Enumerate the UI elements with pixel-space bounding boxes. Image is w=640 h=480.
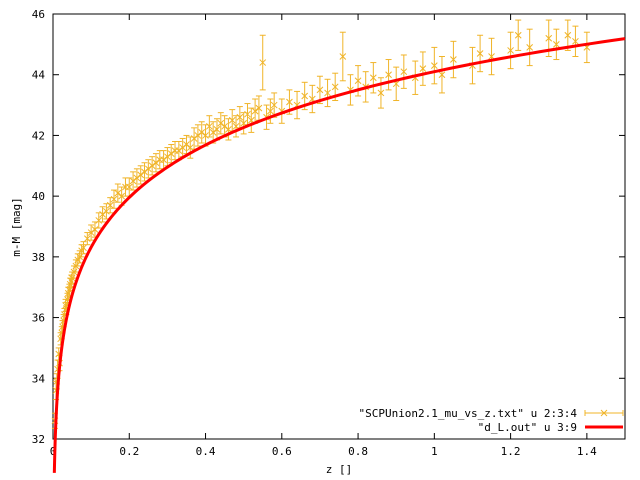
data-point	[308, 84, 316, 114]
data-point	[80, 241, 87, 255]
legend-label-data: "SCPUnion2.1_mu_vs_z.txt" u 2:3:4	[358, 407, 577, 420]
x-tick-label: 0.4	[196, 445, 216, 458]
x-tick-label: 1.4	[577, 445, 597, 458]
y-tick-label: 46	[32, 8, 45, 21]
data-point	[83, 232, 91, 246]
data-point	[488, 37, 495, 76]
data-point	[572, 25, 579, 57]
x-tick-label: 0.2	[119, 445, 139, 458]
y-tick-label: 40	[32, 190, 45, 203]
data-point	[198, 121, 206, 144]
x-axis-label: z []	[326, 463, 353, 476]
y-tick-label: 34	[32, 372, 46, 385]
data-point	[430, 46, 438, 85]
data-point	[209, 121, 217, 144]
y-axis-label: m-M [mag]	[10, 197, 23, 257]
legend-sample-data	[584, 409, 624, 417]
data-point	[152, 153, 160, 173]
model-curve	[52, 37, 626, 473]
data-point	[553, 28, 560, 61]
data-point	[507, 31, 514, 70]
data-point	[95, 212, 103, 229]
x-tick-label: 1	[431, 445, 438, 458]
legend: "SCPUnion2.1_mu_vs_z.txt" u 2:3:4 "d_L.o…	[358, 407, 624, 434]
data-point	[583, 31, 591, 64]
data-point	[205, 115, 213, 138]
data-point	[476, 34, 484, 73]
data-point	[236, 106, 244, 129]
plot-area-frame	[52, 13, 626, 440]
y-tick-label: 42	[32, 129, 45, 142]
data-point	[137, 165, 145, 185]
data-point	[347, 74, 354, 106]
x-tick-label: 0	[50, 445, 57, 458]
data-point	[267, 98, 274, 124]
x-tick-label: 0.6	[272, 445, 292, 458]
data-point	[125, 177, 133, 197]
data-point	[514, 19, 522, 51]
data-point	[354, 65, 362, 97]
data-point	[324, 78, 331, 108]
data-point	[194, 124, 202, 147]
data-point	[190, 127, 198, 150]
y-tick-label: 44	[32, 69, 46, 82]
data-point	[129, 171, 137, 191]
data-point	[110, 189, 118, 209]
data-point	[526, 28, 534, 67]
data-point	[87, 224, 95, 241]
legend-label-model: "d_L.out" u 3:9	[478, 421, 577, 434]
data-point	[148, 156, 156, 176]
data-point	[411, 60, 419, 95]
data-point	[392, 66, 400, 102]
data-point	[251, 98, 259, 124]
data-point	[316, 75, 324, 105]
data-point	[419, 51, 427, 86]
data-point	[99, 206, 106, 223]
y-tick-label: 32	[32, 433, 45, 446]
y-tick-label: 36	[32, 312, 45, 325]
data-point	[217, 112, 225, 135]
data-point	[144, 159, 152, 179]
data-point	[564, 19, 572, 51]
data-point	[247, 107, 255, 133]
data-point	[255, 95, 263, 121]
data-point	[369, 62, 377, 94]
data-point	[339, 31, 347, 82]
data-point	[106, 197, 114, 214]
x-axis-ticks: 0 0.2 0.4 0.6 0.8 1 1.2 1.4	[50, 14, 597, 458]
x-tick-label: 0.8	[348, 445, 368, 458]
data-point	[438, 56, 446, 94]
data-points	[51, 19, 591, 429]
data-point	[385, 59, 392, 91]
data-point	[400, 54, 408, 89]
data-point	[114, 183, 122, 203]
y-axis-ticks: 32 34 36 38 40 42 44 46	[32, 8, 625, 446]
data-point	[450, 40, 457, 79]
x-tick-label: 1.2	[501, 445, 521, 458]
data-point	[259, 34, 267, 91]
data-point	[293, 90, 301, 120]
y-tick-label: 38	[32, 251, 45, 264]
